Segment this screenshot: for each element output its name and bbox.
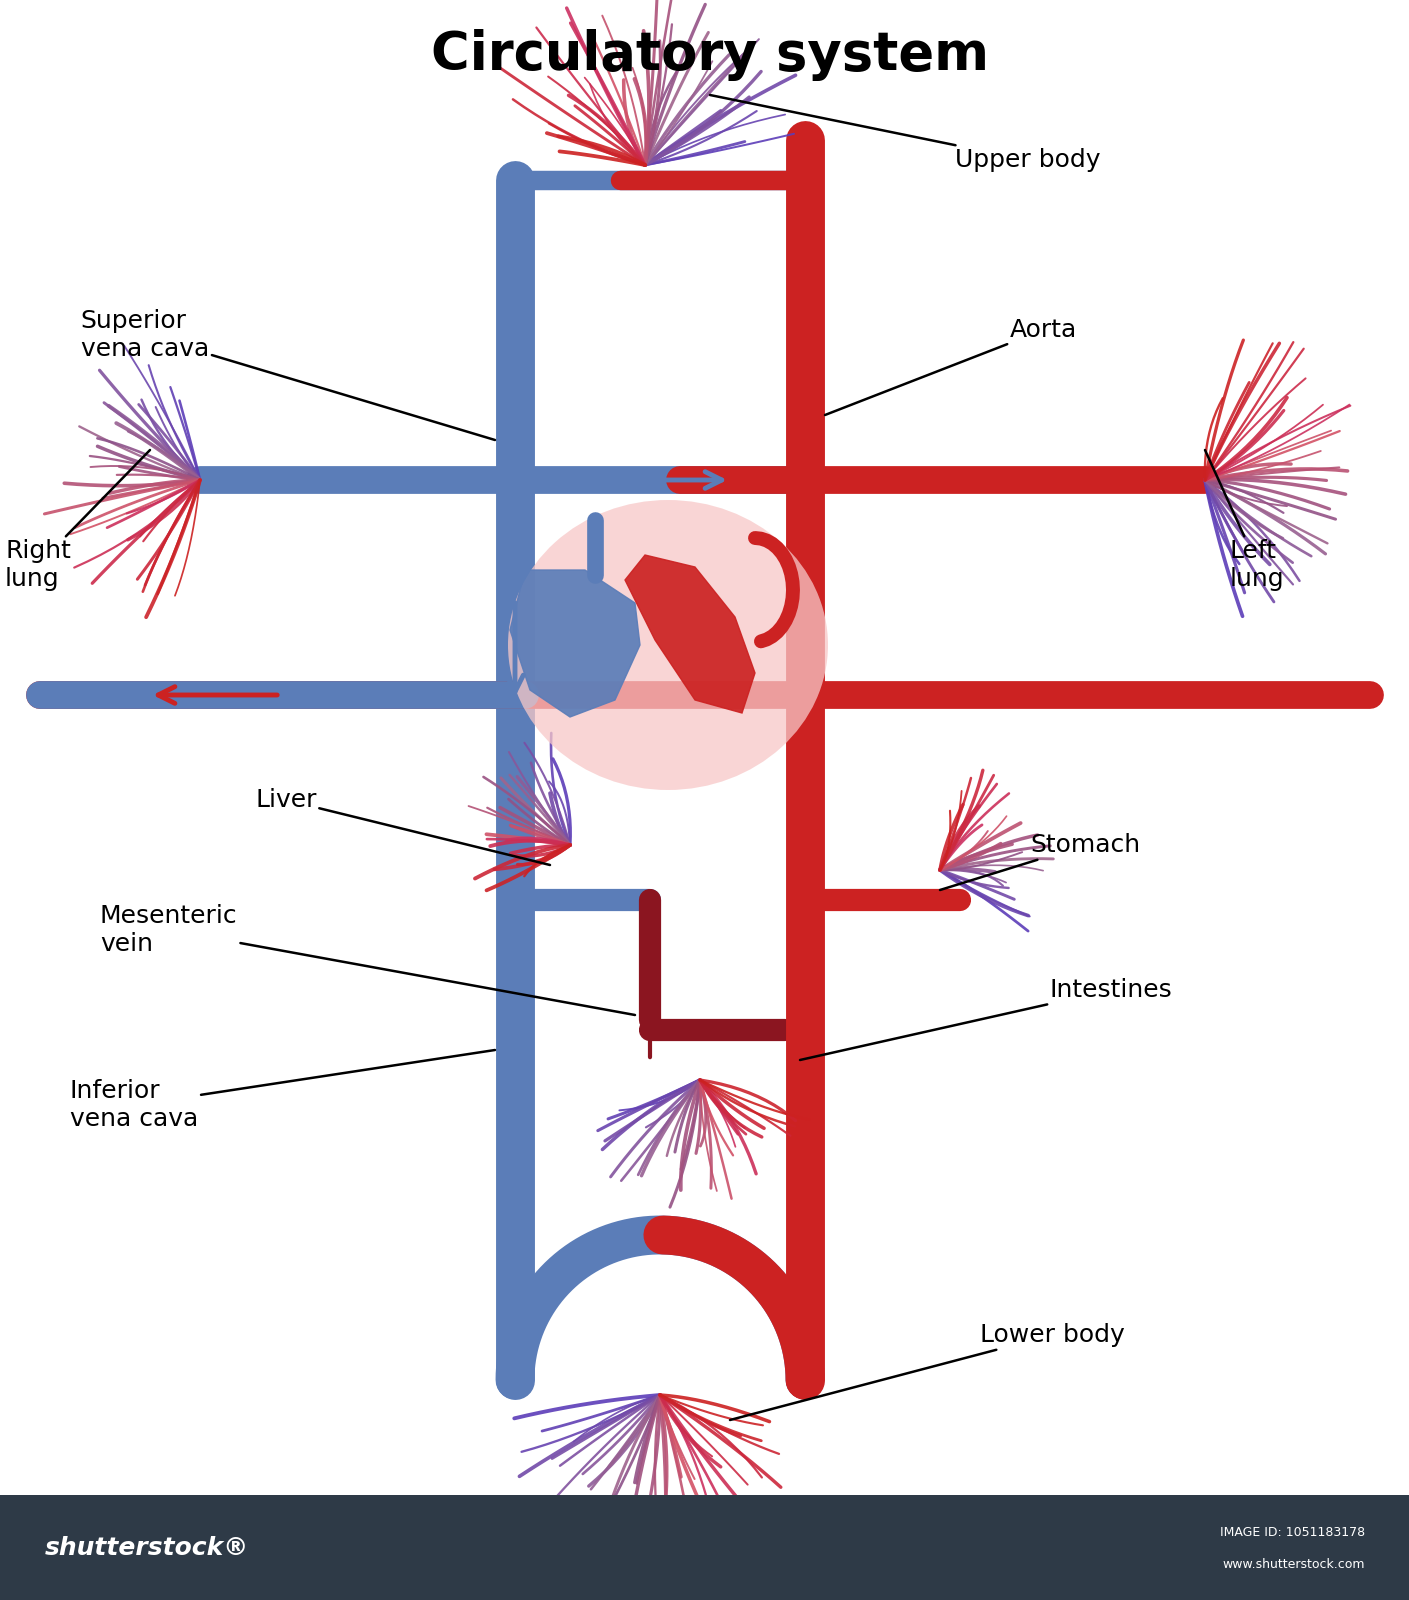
Text: shutterstock®: shutterstock® xyxy=(45,1536,249,1560)
Text: Mesenteric
vein: Mesenteric vein xyxy=(100,904,635,1014)
Text: Superior
vena cava: Superior vena cava xyxy=(80,309,495,440)
Text: Right
lung: Right lung xyxy=(6,450,149,590)
Text: Inferior
vena cava: Inferior vena cava xyxy=(70,1050,495,1131)
Text: Intestines: Intestines xyxy=(800,978,1172,1059)
Text: www.shutterstock.com: www.shutterstock.com xyxy=(1223,1557,1365,1571)
Text: Left
lung: Left lung xyxy=(1205,450,1285,590)
Text: Upper body: Upper body xyxy=(710,94,1100,171)
Bar xyxy=(0,1494,1409,1600)
Polygon shape xyxy=(510,570,640,717)
Ellipse shape xyxy=(509,499,828,790)
Text: IMAGE ID: 1051183178: IMAGE ID: 1051183178 xyxy=(1220,1525,1365,1539)
Polygon shape xyxy=(626,555,755,714)
Text: Circulatory system: Circulatory system xyxy=(431,29,989,82)
Text: Liver: Liver xyxy=(255,787,550,866)
Text: Aorta: Aorta xyxy=(826,318,1078,414)
Text: Stomach: Stomach xyxy=(940,834,1140,890)
Text: Lower body: Lower body xyxy=(730,1323,1124,1421)
